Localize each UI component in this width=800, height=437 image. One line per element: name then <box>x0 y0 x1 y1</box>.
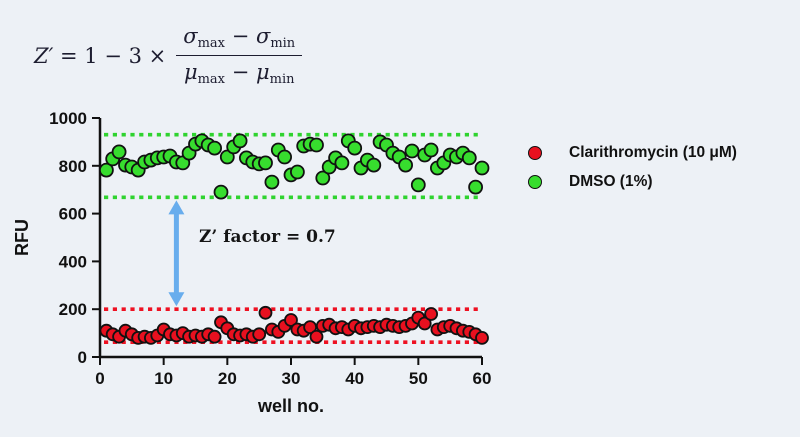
data-point-dmso <box>347 140 363 156</box>
y-tick-label: 200 <box>59 300 87 319</box>
data-point-dmso <box>315 170 331 186</box>
green-dot-icon <box>528 175 542 189</box>
data-point-dmso <box>264 174 280 190</box>
data-point-dmso <box>398 157 414 173</box>
z-factor-annotation: Z’ factor = 0.7 <box>199 227 336 247</box>
y-tick-label: 1000 <box>49 109 87 128</box>
data-point-dmso <box>277 149 293 165</box>
x-tick-label: 30 <box>282 369 301 388</box>
red-dot-icon <box>528 146 542 160</box>
data-point-dmso <box>468 179 484 195</box>
y-tick-label: 800 <box>59 157 87 176</box>
formula-denominator: μmax − μmin <box>183 60 295 87</box>
legend-label: Clarithromycin (10 μM) <box>569 144 737 161</box>
x-tick-label: 60 <box>473 369 492 388</box>
data-point-dmso <box>404 143 420 159</box>
data-point-dmso <box>410 177 426 193</box>
data-point-dmso <box>461 150 477 166</box>
data-point-clarithromycin <box>475 330 489 345</box>
chart-area: 0 200 400 600 800 1000 0 10 20 30 40 50 60 well no. RF… <box>0 100 520 432</box>
data-point-dmso <box>423 142 439 158</box>
formula-fraction: σmax − σmin μmax − μmin <box>176 24 303 87</box>
legend-item-dmso: DMSO (1%) <box>528 173 737 191</box>
data-point-clarithromycin <box>284 313 298 327</box>
data-point-clarithromycin <box>252 327 267 342</box>
z-prime-formula: Z′ = 1 − 3 × σmax − σmin μmax − μmin <box>34 24 303 87</box>
x-tick-label: 0 <box>95 369 104 388</box>
x-axis-label: well no. <box>257 396 324 416</box>
chart-legend: Clarithromycin (10 μM) DMSO (1%) <box>528 144 737 202</box>
data-point-dmso <box>366 157 382 173</box>
legend-item-clarithromycin: Clarithromycin (10 μM) <box>528 144 737 162</box>
x-tick-label: 10 <box>154 369 173 388</box>
data-point-clarithromycin <box>309 329 324 344</box>
arrow-head-down-icon <box>168 292 185 307</box>
y-tick-label: 600 <box>59 205 87 224</box>
data-point-dmso <box>213 184 229 200</box>
data-point-dmso <box>474 160 490 176</box>
data-point-clarithromycin <box>207 329 222 344</box>
data-point-dmso <box>111 144 127 160</box>
data-point-dmso <box>258 155 273 171</box>
z-factor-scatter-chart: 0 200 400 600 800 1000 0 10 20 30 40 50 60 well no. RF… <box>12 109 492 416</box>
data-point-dmso <box>207 140 223 156</box>
data-point-dmso <box>334 155 350 171</box>
y-tick-label: 400 <box>59 252 87 271</box>
data-point-dmso <box>99 162 114 178</box>
data-point-dmso <box>289 164 305 180</box>
formula-numerator: σmax − σmin <box>176 24 303 56</box>
data-point-dmso <box>232 133 248 149</box>
arrow-head-up-icon <box>168 200 185 215</box>
x-tick-label: 20 <box>218 369 237 388</box>
y-axis-label: RFU <box>12 219 32 256</box>
legend-label: DMSO (1%) <box>569 173 653 190</box>
data-point-clarithromycin <box>424 307 439 321</box>
x-tick-label: 40 <box>345 369 364 388</box>
y-tick-label: 0 <box>78 348 87 367</box>
data-point-clarithromycin <box>258 305 273 320</box>
data-point-clarithromycin <box>417 316 432 331</box>
x-tick-label: 50 <box>409 369 428 388</box>
formula-lhs: Z′ = 1 − 3 × <box>34 43 167 68</box>
data-point-dmso <box>309 137 324 153</box>
